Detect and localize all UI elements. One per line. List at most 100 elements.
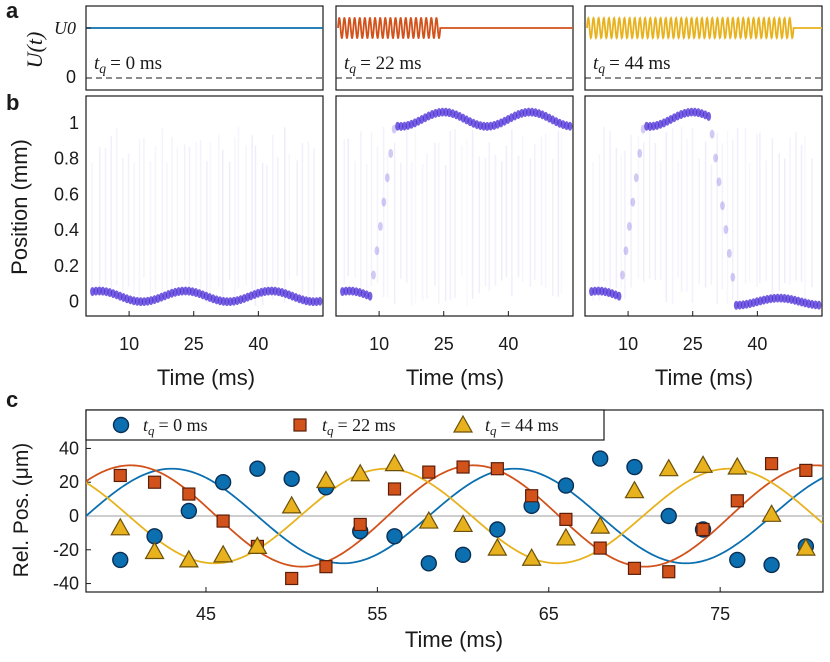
panel-a-frame	[335, 5, 574, 91]
data-point	[418, 510, 439, 529]
data-point	[591, 450, 609, 467]
data-point	[112, 551, 129, 569]
atom-cloud-mark	[307, 296, 313, 306]
atom-cloud-mark	[367, 291, 373, 301]
atom-cloud-mark	[303, 296, 309, 306]
atom-cloud-mark	[740, 300, 746, 310]
panel-c-ytick-label: -40	[53, 574, 79, 594]
panel-b-subplot: 10 25 40	[335, 95, 574, 354]
trap-depth-line	[337, 17, 573, 39]
legend-label: tq = 44 ms	[485, 415, 559, 438]
atom-cloud-mark	[350, 286, 356, 296]
data-point	[180, 502, 198, 520]
data-point	[285, 571, 299, 586]
atom-cloud-mark	[272, 286, 278, 296]
legend-marker	[112, 416, 130, 434]
panel-b-xlabel-2: Time (ms)	[406, 365, 504, 390]
atom-cloud-mark	[179, 286, 185, 296]
atom-cloud-mark	[481, 121, 487, 131]
data-point	[490, 462, 504, 476]
data-point	[799, 463, 813, 477]
panel-a-tq-label: tq = 44 ms	[593, 53, 671, 76]
panel-b-ytick-label: 0.4	[54, 220, 79, 240]
data-point	[557, 477, 575, 494]
panel-c-ytick-label: 20	[59, 472, 79, 492]
data-point	[456, 460, 470, 474]
atom-cloud-mark	[377, 221, 383, 231]
panel-a-ytick-u0: U0	[54, 18, 76, 38]
data-point	[315, 470, 336, 489]
atom-cloud-mark	[371, 270, 376, 280]
atom-cloud-mark	[599, 286, 605, 296]
data-point	[761, 504, 782, 522]
panel-c-ytick-label: 0	[69, 506, 79, 526]
data-point	[113, 468, 127, 483]
panel-b-subplot: 10 25 40	[584, 95, 823, 354]
atom-cloud-mark	[217, 296, 223, 306]
data-point	[487, 537, 508, 556]
atom-cloud-mark	[340, 287, 345, 297]
atom-cloud-mark	[623, 246, 629, 256]
atom-cloud-mark	[134, 296, 140, 306]
atom-cloud-mark	[709, 129, 715, 139]
panel-b-xtick-label: 40	[248, 334, 268, 354]
atom-cloud-mark	[314, 297, 319, 307]
atom-cloud-mark	[346, 286, 352, 296]
atom-cloud-mark	[685, 108, 691, 118]
panel-b-background	[585, 96, 822, 316]
atom-cloud-mark	[374, 246, 380, 256]
panel-a-subplot: tq = 22 ms	[335, 5, 574, 91]
panel-b-frame	[85, 95, 324, 317]
fit-line	[86, 464, 823, 568]
atom-cloud-mark	[529, 107, 535, 117]
atom-cloud-mark	[100, 286, 106, 296]
atom-cloud-mark	[440, 107, 445, 117]
fit-line	[86, 467, 823, 565]
atom-cloud-mark	[778, 293, 784, 303]
panel-b-ytick-label: 0	[69, 292, 79, 312]
data-point	[453, 514, 474, 533]
panel-b: Position (mm) 0 0.2 0.4 0.6 0.8 1 10 25 40 10 25 4…	[7, 95, 823, 390]
legend-marker	[452, 414, 474, 433]
panel-a-subplot: tq = 0 ms	[85, 5, 324, 91]
panel-b-xtick-label: 10	[119, 334, 139, 354]
atom-cloud-mark	[730, 272, 736, 282]
panel-b-frame	[584, 95, 823, 317]
atom-cloud-mark	[186, 286, 192, 296]
panel-a-subplot: tq = 44 ms	[584, 5, 823, 91]
legend: tq = 0 ms tq = 22 ms tq = 44 ms	[85, 409, 605, 441]
data-point	[350, 463, 371, 482]
atom-cloud-mark	[567, 121, 573, 131]
panel-b-xtick-label: 25	[434, 334, 454, 354]
atom-cloud-mark	[522, 108, 528, 118]
panel-b-ytick-label: 0.6	[54, 184, 79, 204]
data-point	[627, 561, 642, 575]
legend-box	[85, 409, 605, 441]
data-point	[795, 537, 816, 556]
panel-a-ylabel: U(t)	[22, 32, 47, 69]
atom-cloud-mark	[477, 121, 483, 131]
data-point	[727, 456, 748, 475]
atom-cloud-mark	[644, 121, 650, 131]
atom-cloud-mark	[720, 201, 725, 211]
fit-line	[86, 467, 823, 565]
panel-c-xtick-label: 45	[196, 604, 216, 624]
atom-cloud-mark	[221, 296, 226, 306]
panel-a-tq-label: tq = 22 ms	[344, 53, 422, 76]
atom-cloud-mark	[443, 107, 449, 117]
data-point	[763, 556, 780, 574]
data-point	[386, 528, 403, 545]
panel-b-background	[86, 96, 323, 316]
data-point	[521, 547, 542, 566]
data-point	[281, 495, 302, 514]
panel-b-xtick-label: 40	[498, 334, 518, 354]
data-point	[764, 457, 779, 471]
atom-cloud-mark	[141, 297, 147, 307]
legend-label: tq = 0 ms	[143, 415, 208, 438]
data-point	[626, 458, 643, 476]
atom-cloud-mark	[564, 121, 569, 131]
atom-cloud-mark	[398, 121, 404, 131]
atom-cloud-mark	[713, 153, 718, 163]
data-point	[144, 541, 165, 560]
atom-cloud-mark	[775, 293, 781, 303]
